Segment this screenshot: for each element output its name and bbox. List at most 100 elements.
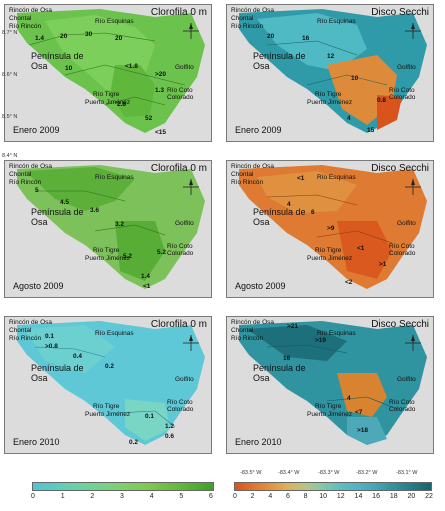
scale-tick-label: 2 (90, 493, 95, 500)
label-chontal: Chontal (9, 327, 32, 334)
isoline-label: 0.6 (165, 433, 175, 440)
isoline-label: 0.1 (45, 333, 55, 340)
scale-tick-label: 0 (31, 493, 35, 500)
isoline-label: 10 (65, 65, 73, 72)
lat-label: 8.7° N (2, 30, 18, 36)
panel-title: Disco Secchi (371, 7, 429, 18)
scale-tick-label: 0 (233, 493, 237, 500)
map-secchi-jan-2009 (239, 9, 427, 133)
label-chontal: Chontal (9, 171, 32, 178)
scale-tick-label: 14 (354, 493, 363, 500)
isoline-label: 52 (145, 115, 153, 122)
label-chontal: Chontal (9, 15, 32, 22)
label-rio-coto: Río Coto Colorado (389, 87, 416, 101)
north-arrow-icon (181, 177, 201, 197)
north-arrow-icon (403, 177, 423, 197)
label-golfito: Golfito (397, 220, 416, 227)
isoline-label: >20 (155, 71, 167, 78)
panel-date: Enero 2009 (13, 125, 60, 135)
lat-label: 8.4° N (2, 153, 18, 159)
secchi-color-scale (234, 482, 432, 491)
isoline-label: <1 (297, 175, 305, 182)
isoline-label: 3.2 (115, 221, 125, 228)
isoline-label: 20 (60, 33, 68, 40)
isoline-label: 0.2 (105, 363, 115, 370)
map-panel-secchi-jan-2009: Disco Secchi Rincón de Osa Chontal Río R… (226, 4, 434, 142)
map-panel-secchi-aug-2009: Disco Secchi Rincón de Osa Chontal Río R… (226, 160, 434, 298)
isoline-label: 1.2 (165, 423, 175, 430)
label-puerto-jimenez: Puerto Jiménez (85, 99, 131, 106)
label-puerto-jimenez: Puerto Jiménez (307, 99, 353, 106)
map-chl-jan-2009 (5, 5, 211, 141)
panel-title: Clorofila 0 m (150, 7, 207, 18)
lat-label: 8.6° N (2, 72, 18, 78)
isoline-label: 10 (351, 75, 359, 82)
isoline-label: 0.4 (73, 353, 83, 360)
label-chontal: Chontal (231, 15, 254, 22)
label-golfito: Golfito (397, 376, 416, 383)
label-rio-tigre: Río Tigre (93, 91, 120, 98)
scale-tick-label: 4 (268, 493, 273, 500)
label-rio-rincon: Río Rincón (231, 179, 264, 186)
label-rio-esquinas: Río Esquinas (317, 330, 356, 337)
label-golfito: Golfito (397, 64, 416, 71)
map-panel-chl-jan-2009: Clorofila 0 m Rincón de Osa Chontal Río … (4, 4, 212, 142)
label-rio-rincon: Río Rincón (9, 23, 42, 30)
map-chl-aug-2009 (17, 165, 205, 289)
lon-label: -83.1° W (396, 470, 418, 476)
label-puerto-jimenez: Puerto Jiménez (85, 255, 131, 262)
label-rio-esquinas: Río Esquinas (317, 174, 356, 181)
scale-tick-label: 20 (407, 493, 416, 500)
label-rincon-osa: Rincón de Osa (231, 319, 274, 326)
label-puerto-jimenez: Puerto Jiménez (307, 411, 353, 418)
label-golfito: Golfito (175, 376, 194, 383)
scale-tick-label: 10 (319, 493, 328, 500)
label-rio-tigre: Río Tigre (315, 403, 342, 410)
scale-tick-label: 3 (120, 493, 124, 500)
isoline-label: 0.8 (377, 97, 387, 104)
isoline-label: <1 (143, 283, 151, 290)
label-rio-rincon: Río Rincón (231, 23, 264, 30)
lon-label: -83.5° W (240, 470, 262, 476)
isoline-label: 15 (367, 127, 375, 134)
label-chontal: Chontal (231, 171, 254, 178)
map-panel-chl-aug-2009: Clorofila 0 m Rincón de Osa Chontal Río … (4, 160, 212, 298)
isoline-label: 0.2 (129, 439, 139, 446)
label-rincon-osa: Rincón de Osa (9, 163, 52, 170)
scale-tick-label: 6 (209, 493, 213, 500)
isoline-label: 30 (85, 31, 93, 38)
label-rio-tigre: Río Tigre (93, 403, 120, 410)
label-rio-esquinas: Río Esquinas (95, 330, 134, 337)
isoline-label: 4 (347, 395, 351, 402)
label-rincon-osa: Rincón de Osa (9, 7, 52, 14)
scale-tick-label: 16 (372, 493, 380, 500)
isoline-label: <2 (345, 279, 353, 286)
label-rio-coto: Río Coto Colorado (389, 399, 416, 413)
north-arrow-icon (181, 333, 201, 353)
isoline-label: 1.4 (35, 35, 45, 42)
isoline-label: >0.8 (45, 343, 58, 350)
label-rio-tigre: Río Tigre (315, 91, 342, 98)
label-puerto-jimenez: Puerto Jiménez (85, 411, 131, 418)
isoline-label: 5.2 (157, 249, 167, 256)
label-rio-esquinas: Río Esquinas (95, 18, 134, 25)
map-panel-secchi-jan-2010: Disco Secchi Rincón de Osa Chontal Río R… (226, 316, 434, 454)
isoline-label: 4.5 (60, 199, 70, 206)
label-rio-rincon: Río Rincón (9, 335, 42, 342)
label-rio-rincon: Río Rincón (9, 179, 42, 186)
label-peninsula: Península de Osa (253, 51, 306, 71)
panel-date: Enero 2009 (235, 125, 282, 135)
isoline-label: >18 (357, 427, 369, 434)
scale-tick-label: 6 (285, 493, 290, 500)
isoline-label: 12 (327, 53, 335, 60)
isoline-label: 20 (115, 35, 123, 42)
label-rio-coto: Río Coto Colorado (167, 399, 194, 413)
isoline-label: 5 (35, 187, 39, 194)
panel-date: Enero 2010 (235, 437, 282, 447)
isoline-label: 16 (302, 35, 310, 42)
isoline-label: >9 (327, 225, 335, 232)
panel-date: Enero 2010 (13, 437, 60, 447)
isoline-label: 1.4 (141, 273, 151, 280)
isoline-label: <1 (357, 245, 365, 252)
panel-date: Agosto 2009 (235, 281, 286, 291)
